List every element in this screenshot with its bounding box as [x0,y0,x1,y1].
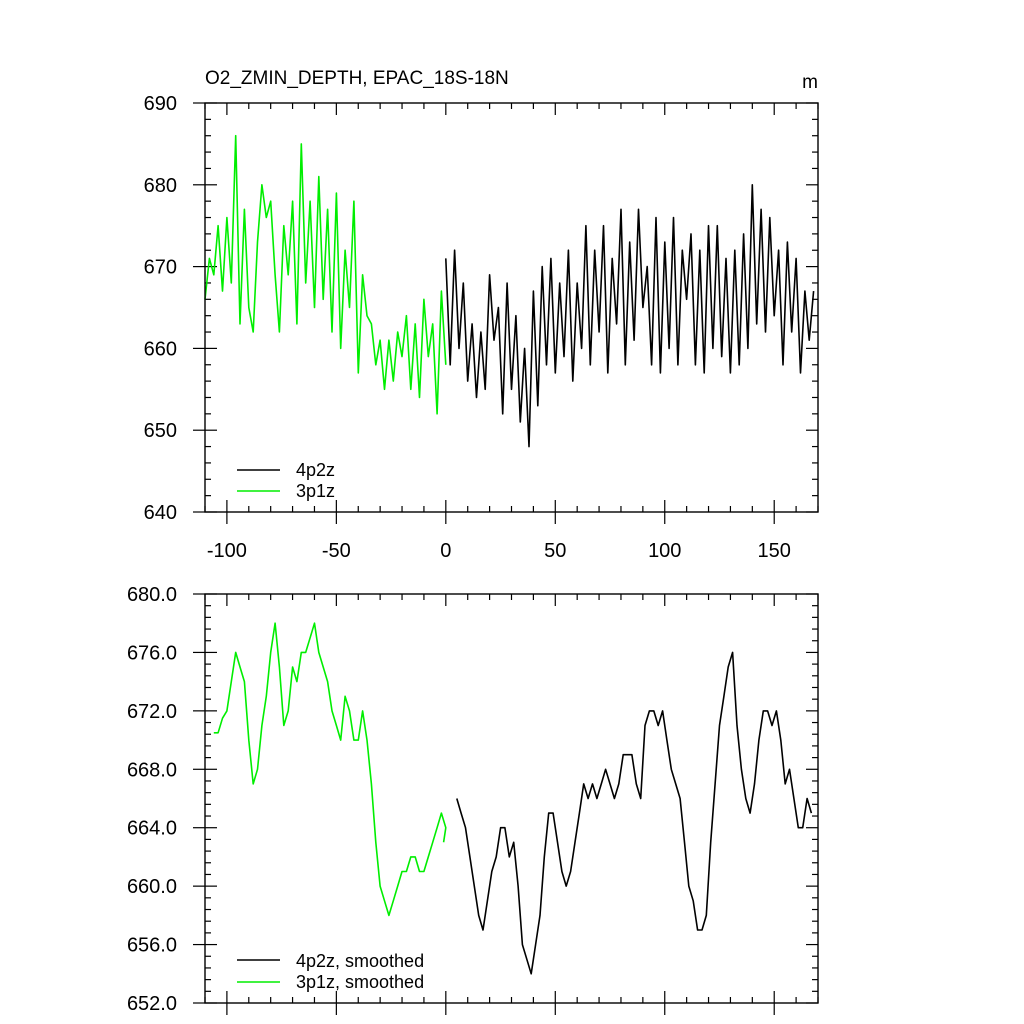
top-xtick-label: -50 [322,540,351,562]
top-xtick-label: 0 [440,540,451,562]
top-ytick-label: 670 [144,257,177,279]
bottom-ytick-label: 680.0 [127,584,177,606]
top-ytick-label: 640 [144,502,177,524]
bottom-legend: 4p2z, smoothed 3p1z, smoothed [237,951,424,992]
top-legend-label-4p2z: 4p2z [296,460,335,480]
bottom-ytick-label: 664.0 [127,818,177,840]
bottom-ytick-label: 660.0 [127,876,177,898]
top-ytick-label: 680 [144,175,177,197]
bottom-axis-ticks: 652.0 656.0 660.0 664.0 668.0 672.0 676.0 680.0 [127,584,819,1015]
bottom-series-lines [213,622,813,975]
bottom-ytick-label: 668.0 [127,759,177,781]
bottom-series-4p2z-smoothed [456,651,813,975]
bottom-ytick-label: 676.0 [127,642,177,664]
top-ytick-label: 690 [144,93,177,115]
top-series-3p1z [204,134,447,415]
bottom-plot-frame [204,593,819,1004]
bottom-series-3p1z-smoothed [213,622,447,917]
top-plot-frame [204,102,819,513]
top-axis-ticks: 640 650 660 670 680 690 -100 -50 0 50 100 150 [144,93,819,562]
top-panel: O2_ZMIN_DEPTH, EPAC_18S-18N m 6406506606… [144,68,819,562]
top-xtick-label: -100 [207,540,247,562]
top-xtick-label: 100 [648,540,681,562]
top-series-4p2z [445,184,815,448]
top-panel-units: m [802,72,818,93]
top-xtick-label: 150 [758,540,791,562]
bottom-legend-label-4p2z-smoothed: 4p2z, smoothed [296,951,424,971]
top-legend: 4p2z 3p1z [237,460,335,501]
top-xtick-label: 50 [544,540,566,562]
bottom-ytick-label: 652.0 [127,993,177,1015]
top-ytick-label: 660 [144,338,177,360]
bottom-legend-label-3p1z-smoothed: 3p1z, smoothed [296,972,424,992]
top-legend-label-3p1z: 3p1z [296,481,335,501]
bottom-panel: 652.0 656.0 660.0 664.0 668.0 672.0 676.0 680.0… [127,584,819,1015]
bottom-ytick-label: 672.0 [127,701,177,723]
top-panel-title: O2_ZMIN_DEPTH, EPAC_18S-18N [205,68,509,89]
top-series-lines [204,134,815,448]
bottom-ytick-label: 656.0 [127,935,177,957]
top-ytick-label: 650 [144,420,177,442]
